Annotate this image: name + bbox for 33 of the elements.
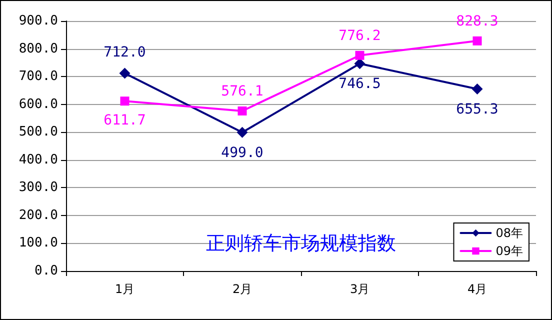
- y-tick-label: 700.0: [18, 69, 58, 84]
- point: [355, 50, 364, 60]
- x-tick-label: 1月: [114, 282, 135, 296]
- y-tick-label: 600.0: [18, 96, 58, 112]
- y-tick-label: 300.0: [18, 180, 58, 196]
- data-label: 499.0: [221, 144, 264, 161]
- point: [119, 68, 130, 79]
- point: [354, 58, 366, 70]
- data-label: 776.2: [338, 28, 381, 44]
- y-tick-label: 400.0: [18, 152, 58, 168]
- y-tick-label: 100.0: [18, 236, 58, 251]
- x-tick-label: 4月: [467, 282, 488, 296]
- data-label: 576.1: [221, 83, 264, 100]
- data-label: 655.3: [456, 101, 498, 118]
- y-tick-label: 200.0: [18, 208, 58, 223]
- data-label: 712.0: [104, 44, 146, 61]
- y-tick-label: 0.0: [34, 264, 58, 278]
- point: [472, 36, 482, 46]
- point: [236, 126, 248, 138]
- data-label: 828.3: [456, 13, 498, 30]
- legend-label: 09年: [496, 244, 524, 258]
- point: [238, 106, 247, 116]
- x-tick-label: 2月: [232, 282, 252, 296]
- legend-label: 08年: [496, 226, 524, 240]
- y-tick-label: 900.0: [18, 14, 58, 28]
- data-label: 611.7: [104, 112, 146, 129]
- y-tick-label: 800.0: [18, 41, 58, 56]
- x-tick-label: 3月: [350, 282, 370, 296]
- data-label: 746.5: [338, 76, 381, 92]
- text: 正则轿车市场规模指数: [206, 232, 396, 254]
- point: [472, 83, 483, 94]
- y-tick-label: 500.0: [18, 124, 58, 140]
- point: [120, 96, 130, 106]
